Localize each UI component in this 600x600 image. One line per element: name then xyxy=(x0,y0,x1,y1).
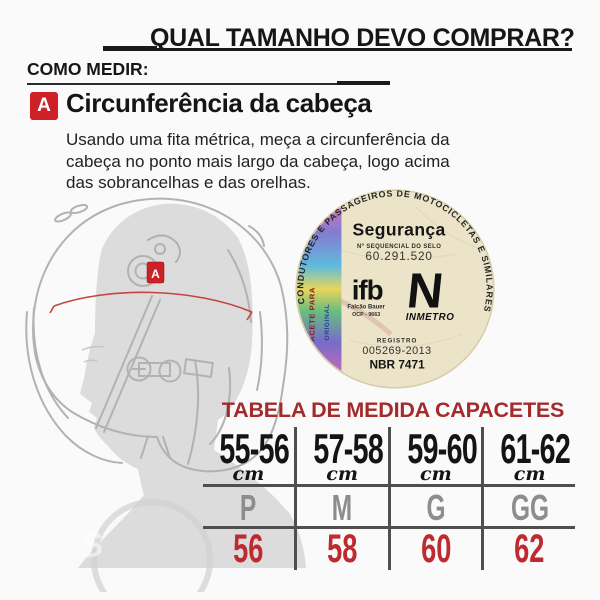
page-title: QUAL TAMANHO DEVO COMPRAR? xyxy=(150,24,575,52)
measure-value: 58 xyxy=(326,527,358,571)
face-lines xyxy=(81,345,105,363)
range-label: 55-56 xyxy=(219,425,290,472)
falcao-bauer-logo: ifb Falcão Bauer OCP - 9663 xyxy=(347,274,385,317)
size-label: GG xyxy=(510,487,549,528)
unit-label: cm xyxy=(513,463,546,485)
head-silhouette xyxy=(78,203,306,568)
size-label: M xyxy=(331,487,353,528)
inmetro-mark: N xyxy=(404,263,446,319)
unit-label: cm xyxy=(420,463,452,485)
size-table-title: TABELA DE MEDIDA CAPACETES xyxy=(221,398,565,422)
size-table-grid: 55-56 cm P 56 57-58 cm M 58 59-60 cm G 6… xyxy=(203,425,575,571)
seal-registry-label: REGISTRO xyxy=(377,338,417,345)
step-a-badge: A xyxy=(30,92,58,120)
how-to-underline-thick xyxy=(337,81,390,85)
measure-value: 56 xyxy=(233,527,264,571)
seal-seq-label: Nº SEQUENCIAL DO SELO xyxy=(357,244,441,250)
seal-title: Segurança xyxy=(353,219,446,239)
size-column-61-62: 61-62 cm GG 62 xyxy=(481,425,575,571)
size-column-57-58: 57-58 cm M 58 xyxy=(293,425,388,571)
title-underline xyxy=(157,48,572,51)
table-row-divider xyxy=(203,484,575,487)
size-column-59-60: 59-60 cm G 60 xyxy=(387,425,482,571)
size-label: P xyxy=(240,487,257,528)
how-to-underline xyxy=(27,83,337,85)
section-heading: Circunferência da cabeça xyxy=(66,88,372,118)
falcao-bauer-mark: ifb xyxy=(352,274,383,305)
measure-value: 60 xyxy=(420,527,452,571)
falcao-bauer-code: OCP - 9663 xyxy=(352,312,380,318)
measuring-tape-line xyxy=(49,291,253,321)
title-underline-thick xyxy=(103,46,157,51)
hologram-text-1: CAPACETE PARA xyxy=(308,287,317,359)
unit-label: cm xyxy=(326,463,358,485)
size-column-55-56: 55-56 cm P 56 xyxy=(203,425,294,571)
unit-label: cm xyxy=(232,463,265,485)
measure-value: 62 xyxy=(514,527,545,571)
inmetro-safety-seal: CAPACETE PARA ORIGINAL CONDUTORES E PASS… xyxy=(295,188,495,389)
seal-registry-number: 005269-2013 xyxy=(362,345,431,357)
section-instructions: Usando uma fita métrica, meça a circunfe… xyxy=(66,130,450,192)
shoulder-watermark-circle xyxy=(91,499,213,592)
seal-texture xyxy=(333,206,478,347)
helmet-outline xyxy=(25,197,289,473)
range-label: 61-62 xyxy=(500,425,571,472)
how-to-measure-label: COMO MEDIR: xyxy=(27,59,149,79)
hologram-text-2: ORIGINAL xyxy=(324,304,331,341)
seal-stamp-mark xyxy=(336,296,393,337)
inmetro-label: INMETRO xyxy=(406,312,455,323)
table-row-divider xyxy=(203,526,575,529)
helmet-measurement-diagram: S A xyxy=(25,197,306,592)
range-label: 59-60 xyxy=(406,425,477,472)
seal-background xyxy=(295,189,495,389)
size-table: TABELA DE MEDIDA CAPACETES 55-56 cm P 56… xyxy=(203,398,575,571)
inmetro-logo: N INMETRO xyxy=(404,263,455,323)
size-label: G xyxy=(426,487,446,528)
measure-point-a-box xyxy=(146,261,165,284)
measure-point-a-label: A xyxy=(151,267,160,281)
falcao-bauer-name: Falcão Bauer xyxy=(347,305,385,311)
shoulder-watermark: S xyxy=(78,525,106,566)
seal-seq-number: 60.291.520 xyxy=(365,249,432,263)
range-label: 57-58 xyxy=(313,425,383,472)
seal-standard: NBR 7471 xyxy=(369,357,425,371)
